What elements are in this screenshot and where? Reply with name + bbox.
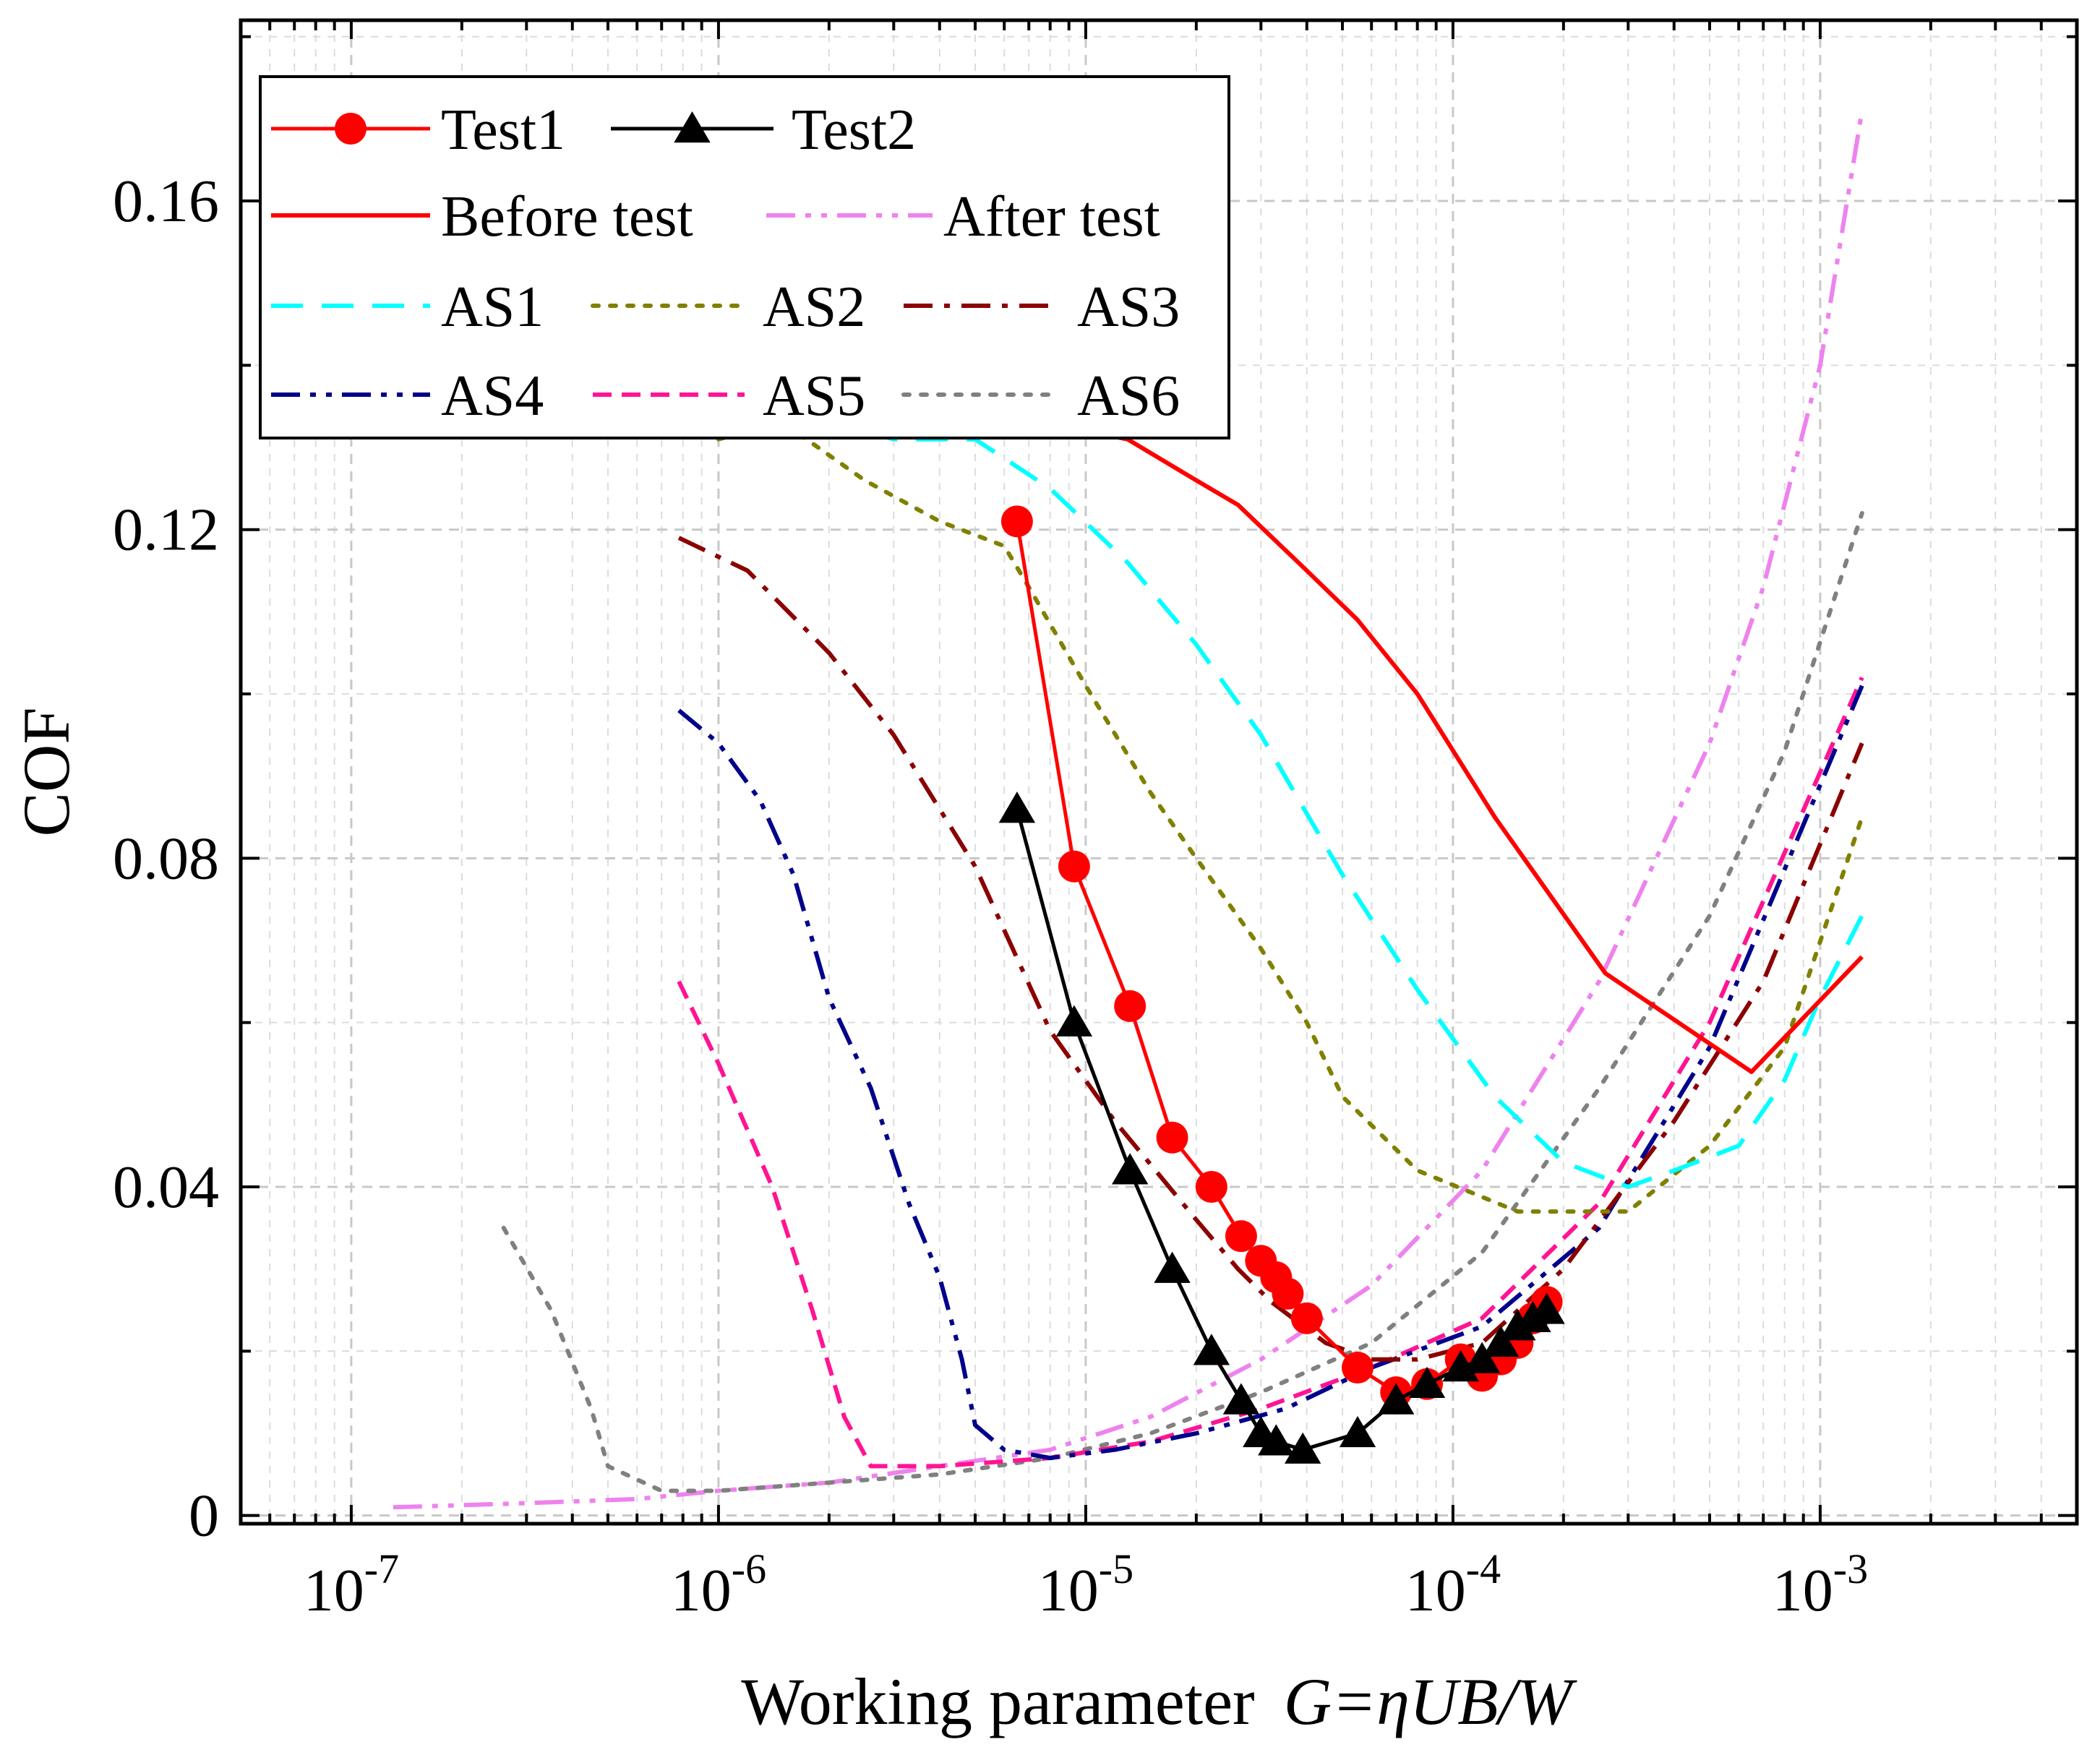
legend-label-test2: Test2 [792, 98, 916, 162]
data-point-test2 [1442, 1350, 1479, 1382]
data-point-test2 [1111, 1153, 1149, 1185]
data-point-test1 [1272, 1277, 1304, 1310]
legend-label-as4: AS4 [441, 364, 544, 428]
data-point-test1 [1156, 1121, 1188, 1154]
data-point-test2 [1258, 1424, 1295, 1456]
data-point-test1 [1000, 505, 1033, 538]
series-line-as5 [677, 677, 1864, 1469]
data-point-test2 [1499, 1309, 1536, 1341]
series-as2 [716, 420, 1864, 1214]
data-point-test2 [1408, 1366, 1446, 1398]
series-as3 [677, 536, 1864, 1362]
x-tick-label: 10-6 [671, 1545, 766, 1624]
legend-item-as6: AS6 [901, 364, 1180, 428]
series-after-test [393, 110, 1864, 1510]
data-point-test2 [1482, 1325, 1520, 1357]
series-line-as6 [501, 511, 1864, 1493]
y-tick-label: 0.04 [113, 1154, 219, 1221]
data-point-test2 [1284, 1432, 1321, 1464]
x-axis-title-formula: G=ηUB/W [1284, 1665, 1577, 1738]
data-point-test2 [1193, 1334, 1230, 1365]
x-axis-title-text: Working parameter [741, 1665, 1254, 1738]
data-point-test1 [1195, 1170, 1227, 1203]
legend-label-as2: AS2 [763, 275, 865, 339]
data-point-test2 [998, 791, 1036, 823]
data-point-test1 [1225, 1220, 1257, 1253]
legend-item-as2: AS2 [591, 275, 865, 339]
series-as5 [677, 677, 1864, 1469]
legend-item-as5: AS5 [593, 364, 865, 428]
legend-item-as1: AS1 [271, 275, 544, 339]
legend-item-test1: Test1 [271, 98, 565, 162]
y-tick-label: 0.12 [113, 497, 219, 564]
plot-series [393, 110, 1864, 1510]
axis-labels: 10-7 10-6 10-5 10-4 10-3 0 0.04 0.08 0.12 0.16 [113, 168, 1868, 1624]
plot-frame [239, 18, 2079, 1526]
series-line-after-test [393, 110, 1864, 1510]
data-point-test2 [1222, 1383, 1260, 1415]
y-tick-label: 0.08 [113, 825, 219, 892]
legend-marker-test2 [674, 111, 711, 143]
series-line-as4 [677, 685, 1864, 1461]
legend-label-as3: AS3 [1077, 275, 1180, 339]
series-as6 [501, 511, 1864, 1493]
legend-item-as4: AS4 [271, 364, 544, 428]
legend-item-test2: Test2 [611, 98, 916, 162]
legend-box [259, 75, 1230, 439]
series-line-as1 [718, 395, 1864, 1189]
series-as4 [677, 685, 1864, 1461]
data-point-test2 [1154, 1251, 1191, 1283]
legend-label-test1: Test1 [441, 98, 565, 162]
data-point-test1 [1058, 850, 1090, 883]
x-tick-label: 10-5 [1038, 1545, 1133, 1624]
legend-label-as5: AS5 [763, 364, 865, 428]
y-tick-label: 0 [189, 1482, 219, 1550]
data-point-test2 [1463, 1342, 1501, 1373]
series-test2 [998, 791, 1565, 1464]
x-tick-label: 10-3 [1773, 1545, 1868, 1624]
data-point-test2 [1528, 1292, 1565, 1324]
series-line-as3 [677, 536, 1864, 1362]
series-line-as2 [716, 420, 1864, 1214]
legend-item-after-test: After test [766, 185, 1160, 249]
data-point-test2 [1339, 1415, 1376, 1448]
series-line-test1 [1015, 520, 1548, 1394]
legend-label-as1: AS1 [441, 275, 544, 339]
data-point-test2 [1378, 1383, 1415, 1415]
legend-marker-test1 [335, 113, 367, 145]
y-axis-title: COF [9, 708, 83, 837]
axis-ticks [239, 20, 2078, 1524]
legend-label-after-test: After test [943, 185, 1160, 249]
legend-item-before-test: Before test [271, 185, 693, 249]
data-point-test1 [1290, 1302, 1323, 1334]
legend-item-as3: AS3 [904, 275, 1180, 339]
data-point-test2 [1055, 1005, 1093, 1037]
legend: Test1 Test2 Before test After test AS1 AS2 AS3… [259, 75, 1230, 439]
x-tick-label: 10-4 [1405, 1545, 1501, 1624]
y-tick-label: 0.16 [113, 168, 219, 235]
legend-label-as6: AS6 [1077, 364, 1180, 428]
data-point-test1 [1114, 990, 1147, 1022]
series-as1 [718, 395, 1864, 1189]
data-point-test1 [1342, 1352, 1374, 1384]
x-axis-title: Working parameter G=ηUB/W [741, 1665, 1577, 1738]
x-tick-label: 10-7 [304, 1545, 399, 1624]
legend-label-before-test: Before test [441, 185, 693, 249]
